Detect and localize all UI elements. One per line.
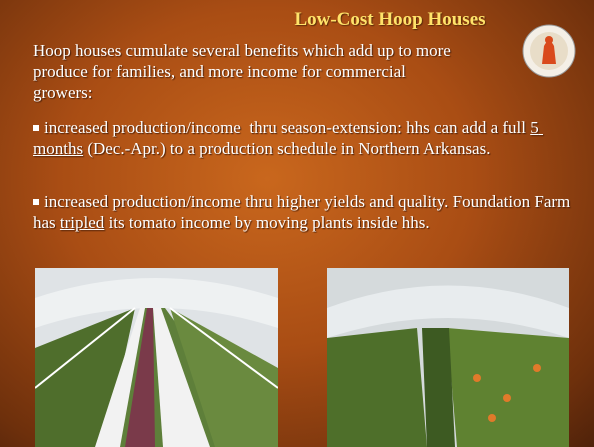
bullet: increased production/income thru higher … (33, 191, 573, 233)
intro-text: Hoop houses cumulate several benefits wh… (33, 40, 453, 103)
bullet-text: (Dec.-Apr.) to a production schedule in … (83, 139, 490, 158)
bullet-text: its tomato income by moving plants insid… (104, 213, 429, 232)
bullet-text: increased production/income thru season-… (44, 118, 530, 137)
logo (522, 24, 576, 78)
hoop-house-photo (35, 268, 278, 447)
bullet: increased production/income thru season-… (33, 117, 573, 159)
slide: Low-Cost Hoop Houses Hoop houses cumulat… (0, 0, 594, 447)
hoop-house-photo (327, 268, 569, 447)
underlined-text: tripled (60, 213, 104, 232)
